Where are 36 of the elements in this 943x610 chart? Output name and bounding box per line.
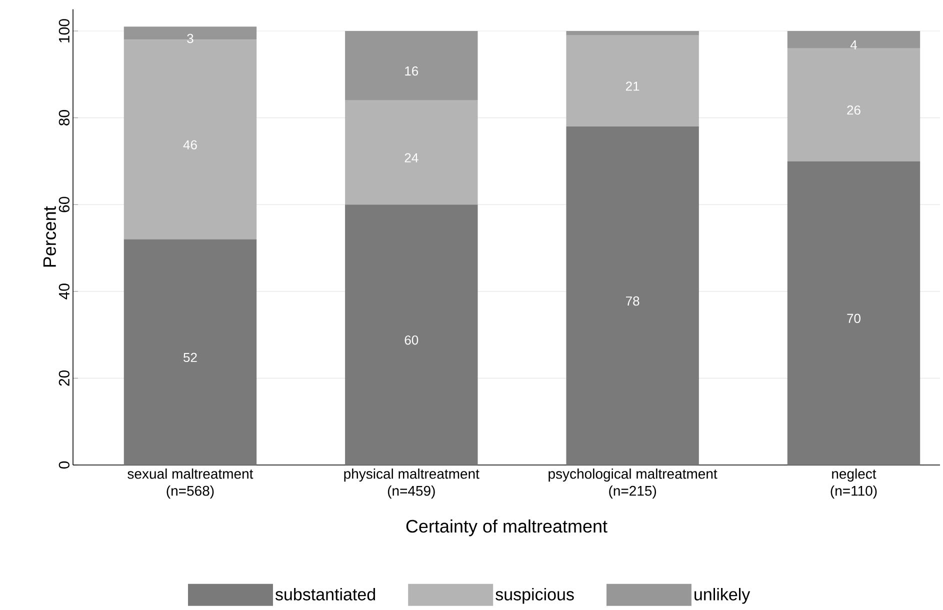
y-tick-label: 40 bbox=[58, 284, 70, 300]
data-label: 21 bbox=[626, 82, 640, 91]
bar bbox=[787, 161, 920, 465]
bar bbox=[566, 30, 699, 36]
bar bbox=[566, 126, 699, 465]
data-label: 46 bbox=[183, 140, 197, 150]
y-tick-label: 0 bbox=[58, 461, 70, 469]
y-tick-label: 60 bbox=[58, 196, 70, 212]
x-axis-title: Certainty of maltreatment bbox=[406, 519, 608, 536]
legend-label: unlikely bbox=[694, 588, 750, 604]
legend-label: suspicious bbox=[496, 588, 574, 604]
data-label: 60 bbox=[404, 335, 418, 345]
bar bbox=[787, 30, 920, 48]
y-tick-label: 20 bbox=[58, 370, 70, 386]
bar bbox=[345, 100, 478, 205]
data-label: 4 bbox=[850, 40, 857, 50]
x-tick-label: physical maltreatment (n=459) bbox=[344, 468, 480, 499]
legend-label: substantiated bbox=[275, 588, 376, 600]
data-label: 26 bbox=[847, 105, 860, 115]
x-tick-label: neglect (n=110) bbox=[830, 468, 877, 499]
x-tick-label: psychological maltreatment (n=215) bbox=[548, 468, 718, 499]
y-tick-label: 100 bbox=[58, 19, 70, 42]
bar bbox=[787, 48, 920, 162]
bar bbox=[345, 204, 478, 465]
bar bbox=[124, 239, 257, 465]
data-label: 16 bbox=[405, 66, 418, 76]
bar bbox=[566, 35, 699, 126]
y-tick-label: 80 bbox=[58, 110, 70, 126]
data-label: 52 bbox=[184, 352, 197, 362]
bar bbox=[345, 30, 478, 100]
data-label: 24 bbox=[404, 153, 418, 162]
data-label: 3 bbox=[187, 34, 194, 44]
data-label: 78 bbox=[626, 296, 640, 306]
data-label: 70 bbox=[847, 314, 860, 323]
x-tick-label: sexual maltreatment (n=568) bbox=[128, 468, 254, 499]
y-axis-title: Percent bbox=[43, 206, 56, 267]
